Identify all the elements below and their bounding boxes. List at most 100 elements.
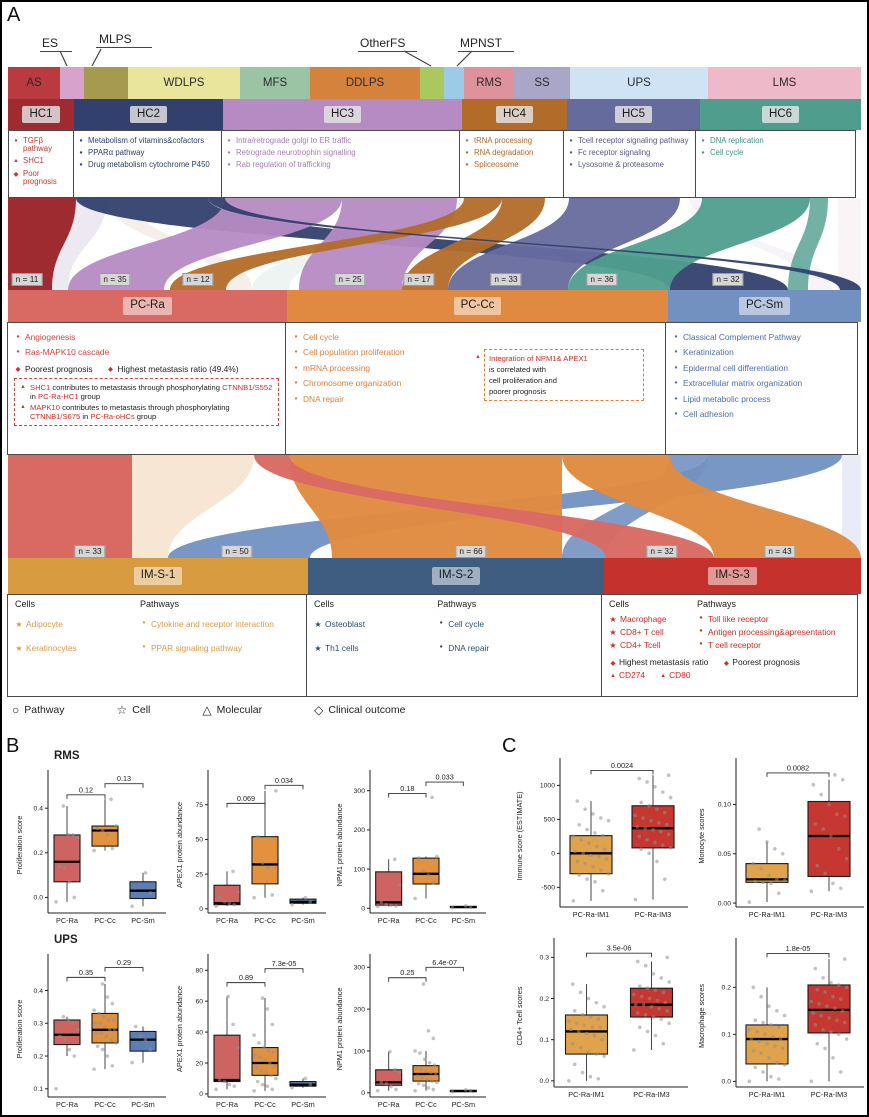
panel-b-label: B: [6, 735, 20, 757]
note-line: cell proliferation and: [489, 376, 557, 385]
diamond-marker-icon: ◆: [723, 659, 729, 667]
subtype-lms: LMS: [708, 67, 861, 99]
subtype-label: WDLPS: [163, 77, 205, 89]
svg-text:0.1: 0.1: [540, 1037, 550, 1044]
annotation-item: ● TGFβ pathway: [12, 136, 70, 154]
svg-text:0: 0: [199, 906, 203, 913]
hc1-annotation-box: ● TGFβ pathway ▲ SHC1 ◆ Poor prognosis: [8, 130, 74, 198]
legend-item-clinical-outcome: ◇ Clinical outcome: [314, 703, 406, 717]
hc-hc6: HC6: [700, 99, 861, 130]
circle-outline-icon: ○: [12, 703, 20, 717]
im-im-s-1: IM-S-1: [8, 558, 308, 594]
svg-text:200: 200: [354, 827, 366, 834]
svg-text:0.12: 0.12: [79, 785, 93, 794]
circle-marker-icon: ●: [674, 380, 678, 387]
triangle-marker-icon: ▲: [660, 672, 666, 679]
circle-marker-icon: ●: [294, 395, 298, 402]
circle-marker-icon: ●: [699, 641, 703, 647]
boxplot-rms-apex1: 0 25 50 75 APEX1 protein abundance PC-Ra PC-Cc…: [175, 770, 326, 925]
annotation-item: ● Intra/retrograde golgi to ER traffic: [225, 136, 456, 146]
star-outline-icon: ☆: [116, 703, 128, 717]
legend-item-cell: ☆ Cell: [116, 703, 151, 717]
panel-b-row2-title: UPS: [54, 934, 78, 946]
svg-text:PC-Ra-IM3: PC-Ra-IM3: [633, 1090, 670, 1099]
svg-text:0.2: 0.2: [540, 996, 550, 1003]
marker-legend: ○ Pathway ☆ Cell △ Molecular ◇ Clinical outcome: [12, 703, 457, 717]
panel-c-label: C: [502, 735, 517, 757]
note-line: Integration of NPM1& APEX1: [489, 354, 588, 363]
star-marker-icon: ★: [15, 644, 23, 653]
svg-text:PC-Ra-IM3: PC-Ra-IM3: [811, 910, 848, 919]
svg-text:200: 200: [354, 1006, 366, 1013]
circle-marker-icon: ●: [79, 137, 83, 144]
annotation-item: ● Angiogenesis: [14, 332, 279, 342]
svg-text:PC-Cc: PC-Cc: [254, 916, 276, 925]
subtype-label: UPS: [627, 77, 651, 89]
hc-hc2: HC2: [74, 99, 223, 130]
star-marker-icon: ★: [15, 620, 23, 629]
svg-text:PC-Sm: PC-Sm: [131, 1100, 155, 1109]
im-im-s-2: IM-S-2: [308, 558, 604, 594]
pc-annotation-row: ● Angiogenesis ● Ras-MAPK10 cascade ◆ Poores…: [7, 322, 861, 455]
subtype-otherfs: [420, 67, 444, 99]
clinical-outcome-item: ◆ Highest metastasis ratio (49.4%): [108, 363, 239, 374]
circle-marker-icon: ●: [227, 161, 231, 168]
annotation-item: ● Rab regulation of trafficking: [225, 160, 456, 170]
circle-marker-icon: ●: [142, 644, 146, 650]
svg-text:PC-Ra-IM1: PC-Ra-IM1: [568, 1090, 605, 1099]
svg-text:0.10: 0.10: [718, 802, 731, 809]
circle-marker-icon: ●: [569, 161, 573, 168]
svg-text:0: 0: [551, 851, 555, 858]
annotation-item: ▲ SHC1: [13, 156, 44, 166]
circle-marker-icon: ●: [294, 364, 298, 371]
circle-marker-icon: ●: [439, 620, 443, 626]
annotation-item: ● Cell adhesion: [672, 409, 851, 419]
svg-text:1.8e-05: 1.8e-05: [786, 944, 811, 953]
circle-marker-icon: ●: [569, 137, 573, 144]
pc-pc-ra: PC-Ra: [8, 290, 287, 322]
annotation-item: ★ Th1 cells: [314, 643, 359, 653]
hc-label: HC5: [614, 105, 652, 124]
triangle-marker-icon: ▲: [13, 158, 19, 165]
column-header: Pathways: [697, 599, 737, 609]
diamond-marker-icon: ◆: [13, 170, 19, 178]
svg-text:PC-Ra-IM1: PC-Ra-IM1: [749, 1090, 786, 1099]
subtype-wdlps: WDLPS: [128, 67, 240, 99]
svg-text:0.1: 0.1: [722, 1032, 732, 1039]
column-header: Pathways: [139, 599, 179, 609]
svg-text:40: 40: [195, 1029, 203, 1036]
star-marker-icon: ★: [314, 644, 322, 653]
circle-marker-icon: ●: [465, 137, 469, 144]
diamond-marker-icon: ◆: [15, 366, 21, 374]
annotation-item: ◆ Poor prognosis: [13, 168, 57, 187]
annotation-item: ★ Osteoblast: [314, 619, 366, 629]
circle-marker-icon: ●: [142, 620, 146, 626]
svg-text:PC-Ra-IM1: PC-Ra-IM1: [749, 910, 786, 919]
triangle-marker-icon: ▲: [20, 403, 26, 410]
subtype-ups: UPS: [570, 67, 708, 99]
boxplot-ups-proliferation: 0.1 0.2 0.3 0.4 Proliferation score PC-Ra PC-C…: [15, 954, 166, 1109]
circle-marker-icon: ●: [294, 349, 298, 356]
annotation-item: ● Ras-MAPK10 cascade: [14, 347, 279, 357]
svg-text:0: 0: [361, 906, 365, 913]
subtype-rms: RMS: [464, 67, 514, 99]
circle-marker-icon: ●: [699, 628, 703, 634]
column-header: Cells: [609, 599, 630, 609]
hc-label: HC4: [495, 105, 533, 124]
count-chip: n = 32: [712, 273, 744, 287]
im-label: IM-S-3: [708, 567, 757, 585]
molecular-note: ▲ SHC1 contributes to metastasis through …: [20, 382, 273, 401]
subtype-mfs: MFS: [240, 67, 310, 99]
boxplot-immune-score: -500 0 500 1000 Immune score (ESTIMATE) PC-Ra…: [515, 758, 688, 919]
boxplot-macrophage-scores: 0.0 0.1 0.2 Macrophage scores PC-Ra-IM1 PC-Ra…: [697, 938, 864, 1099]
boxplot-ups-apex1: 0 20 40 60 80 APEX1 protein abundance PC-Ra PC-…: [175, 954, 326, 1109]
annotation-item: ● PPARα pathway: [77, 148, 218, 158]
clinical-outcome-item: ◆ Poorest prognosis: [15, 363, 93, 374]
svg-text:0.18: 0.18: [400, 784, 414, 793]
annotation-item: ● Fc receptor signaling: [567, 148, 692, 158]
svg-text:PC-Sm: PC-Sm: [452, 1100, 476, 1109]
diamond-marker-icon: ◆: [108, 366, 114, 374]
pc-ra-items: ● Angiogenesis ● Ras-MAPK10 cascade: [14, 332, 279, 358]
pc-ra-note-box: ▲ SHC1 contributes to metastasis through …: [14, 377, 279, 426]
subtype-ss: SS: [514, 67, 570, 99]
